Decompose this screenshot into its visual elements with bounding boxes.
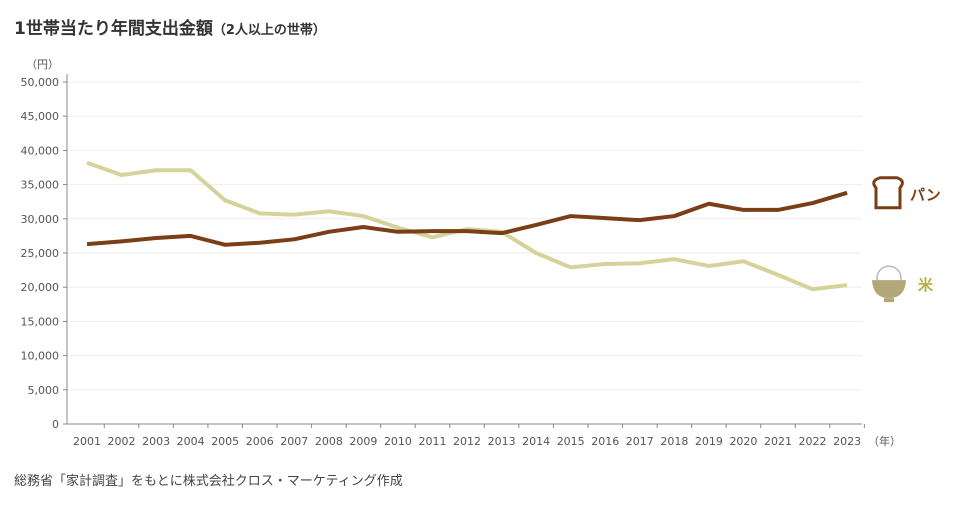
y-tick-label: 45,000 [21,110,60,123]
legend-label-bread: パン [910,186,941,204]
rice-bowl-foot-icon [884,298,894,303]
bread-icon [872,176,904,210]
x-axis-label: （年） [868,434,901,448]
x-tick-label: 2012 [453,435,481,448]
x-tick-label: 2016 [591,435,619,448]
x-tick-label: 2015 [557,435,585,448]
x-tick-label: 2018 [660,435,688,448]
x-tick-label: 2009 [349,435,377,448]
x-tick-label: 2001 [73,435,101,448]
legend-label-rice: 米 [918,276,934,294]
x-tick-label: 2017 [626,435,654,448]
x-tick-label: 2011 [419,435,447,448]
x-tick-label: 2008 [315,435,343,448]
y-tick-label: 0 [52,418,59,431]
x-tick-label: 2005 [211,435,239,448]
x-tick-label: 2020 [729,435,757,448]
x-tick-label: 2002 [108,435,136,448]
y-tick-label: 30,000 [21,213,60,226]
series-line-米 [86,160,848,292]
x-tick-label: 2019 [695,435,723,448]
y-tick-label: 15,000 [21,315,60,328]
y-axis-label: （円） [26,58,59,71]
subtitle-text: （2人以上の世帯） [212,23,326,38]
x-tick-label: 2004 [177,435,205,448]
y-tick-label: 10,000 [21,350,60,363]
y-tick-label: 50,000 [21,76,60,89]
rice-bowl-icon [872,280,906,299]
y-tick-label: 5,000 [28,384,60,397]
x-tick-label: 2010 [384,435,412,448]
x-tick-label: 2014 [522,435,550,448]
x-tick-label: 2003 [142,435,170,448]
chart-title: 1世帯当たり年間支出金額（2人以上の世帯） [14,14,326,39]
x-tick-label: 2013 [488,435,516,448]
source-note: 総務省「家計調査」をもとに株式会社クロス・マーケティング作成 [14,474,403,489]
x-tick-label: 2021 [764,435,792,448]
y-tick-label: 20,000 [21,281,60,294]
x-tick-label: 2023 [833,435,861,448]
y-tick-label: 25,000 [21,247,60,260]
x-tick-label: 2006 [246,435,274,448]
x-tick-label: 2007 [280,435,308,448]
y-tick-label: 35,000 [21,179,60,192]
title-text: 1世帯当たり年間支出金額 [14,19,213,39]
y-tick-label: 40,000 [21,144,60,157]
x-tick-label: 2022 [799,435,827,448]
